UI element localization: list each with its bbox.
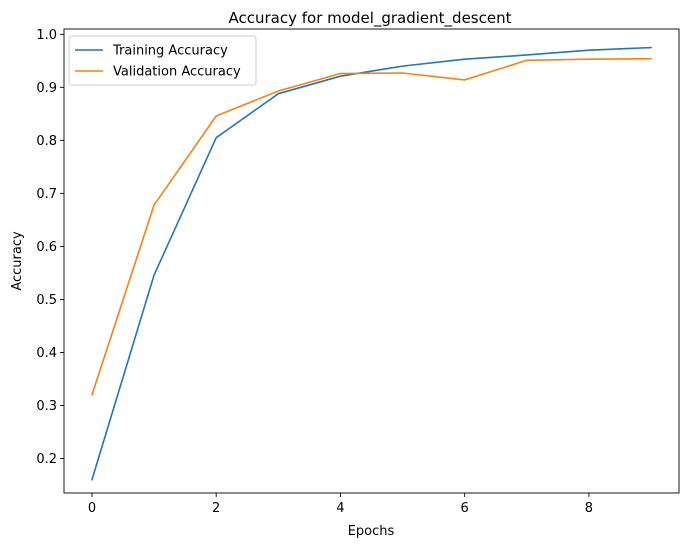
chart-title: Accuracy for model_gradient_descent xyxy=(229,9,512,28)
x-axis-label: Epochs xyxy=(348,524,395,539)
legend-entry: Validation Accuracy xyxy=(113,65,241,80)
y-tick-label: 1.0 xyxy=(36,28,57,43)
series-layer xyxy=(91,46,652,481)
y-tick-label: 0.9 xyxy=(36,81,57,96)
plot-area xyxy=(63,28,680,494)
y-tick-label: 0.8 xyxy=(36,134,57,149)
y-tick-label: 0.5 xyxy=(36,293,57,308)
y-axis-ticks: 0.2 0.3 0.4 0.5 0.6 0.7 0.8 0.9 1.0 xyxy=(36,28,64,467)
y-tick-label: 0.4 xyxy=(36,346,57,361)
x-tick-label: 8 xyxy=(585,501,593,516)
legend: Training Accuracy Validation Accuracy xyxy=(68,35,257,86)
legend-box xyxy=(68,35,257,86)
x-tick-label: 2 xyxy=(212,501,220,516)
y-tick-label: 0.3 xyxy=(36,399,57,414)
x-axis-ticks: 0 2 4 6 8 xyxy=(88,493,593,516)
x-tick-label: 4 xyxy=(336,501,344,516)
legend-entry: Training Accuracy xyxy=(112,44,228,59)
series-line-training-accuracy xyxy=(91,46,652,481)
y-axis-label: Accuracy xyxy=(10,231,25,291)
y-tick-label: 0.2 xyxy=(36,452,57,467)
y-tick-label: 0.7 xyxy=(36,187,57,202)
y-tick-label: 0.6 xyxy=(36,240,57,255)
series-line-validation-accuracy xyxy=(91,57,652,396)
x-tick-label: 6 xyxy=(461,501,469,516)
x-tick-label: 0 xyxy=(88,501,96,516)
